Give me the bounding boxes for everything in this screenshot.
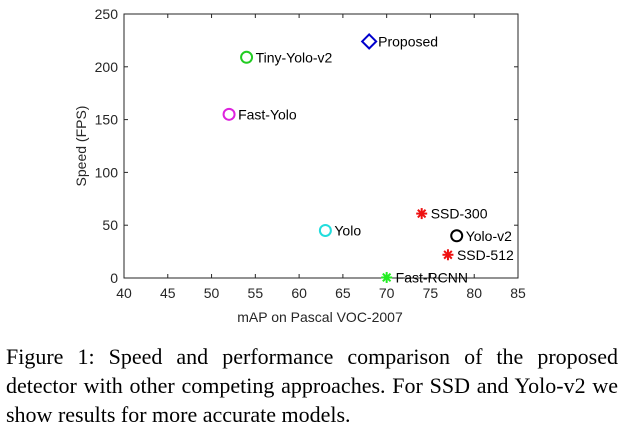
x-axis-label: mAP on Pascal VOC-2007 bbox=[237, 309, 403, 325]
x-tick-label: 85 bbox=[510, 285, 526, 301]
point-label: Fast-Yolo bbox=[238, 106, 297, 122]
point-marker bbox=[318, 223, 332, 237]
y-tick-label: 0 bbox=[110, 270, 118, 286]
x-tick-label: 55 bbox=[248, 285, 264, 301]
x-tick-label: 80 bbox=[466, 285, 482, 301]
y-tick-label: 150 bbox=[95, 112, 119, 128]
point-label: SSD-512 bbox=[457, 247, 514, 263]
x-tick-label: 50 bbox=[204, 285, 220, 301]
y-tick-label: 100 bbox=[95, 164, 119, 180]
data-point: SSD-512 bbox=[442, 247, 514, 263]
point-marker bbox=[450, 229, 464, 243]
data-point: Tiny-Yolo-v2 bbox=[240, 49, 333, 65]
point-marker bbox=[442, 249, 454, 261]
point-label: Yolo-v2 bbox=[466, 228, 512, 244]
point-marker bbox=[360, 33, 378, 50]
y-axis-label: Speed (FPS) bbox=[73, 106, 89, 187]
figure-caption: Figure 1: Speed and performance comparis… bbox=[6, 344, 618, 427]
point-marker bbox=[240, 50, 254, 64]
point-label: SSD-300 bbox=[431, 206, 488, 222]
data-point: Fast-RCNN bbox=[381, 269, 468, 285]
data-point: Fast-Yolo bbox=[222, 106, 297, 122]
data-point: SSD-300 bbox=[416, 206, 488, 222]
x-tick-label: 75 bbox=[423, 285, 439, 301]
x-tick-label: 70 bbox=[379, 285, 395, 301]
point-marker bbox=[222, 107, 236, 121]
x-tick-label: 45 bbox=[160, 285, 176, 301]
x-tick-label: 40 bbox=[116, 285, 132, 301]
scatter-chart: 40 45 50 55 60 65 70 75 80 85 0 50 100 150 200 250 mAP… bbox=[73, 6, 526, 325]
x-tick-label: 60 bbox=[291, 285, 307, 301]
data-point: Yolo bbox=[318, 222, 361, 238]
point-marker bbox=[416, 208, 428, 220]
y-ticks: 0 50 100 150 200 250 bbox=[95, 6, 518, 286]
point-label: Yolo bbox=[334, 222, 361, 238]
y-tick-label: 250 bbox=[95, 6, 119, 22]
data-points: Proposed Tiny-Yolo-v2 Fast-Yolo Yolo SSD-300… bbox=[222, 33, 514, 285]
y-tick-label: 200 bbox=[95, 59, 119, 75]
x-ticks: 40 45 50 55 60 65 70 75 80 85 bbox=[116, 14, 526, 301]
y-tick-label: 50 bbox=[102, 217, 118, 233]
point-label: Tiny-Yolo-v2 bbox=[256, 49, 333, 65]
x-tick-label: 65 bbox=[335, 285, 351, 301]
data-point: Proposed bbox=[360, 33, 438, 50]
point-label: Fast-RCNN bbox=[396, 269, 468, 285]
data-point: Yolo-v2 bbox=[450, 228, 512, 244]
point-label: Proposed bbox=[378, 33, 438, 49]
point-marker bbox=[381, 271, 393, 283]
